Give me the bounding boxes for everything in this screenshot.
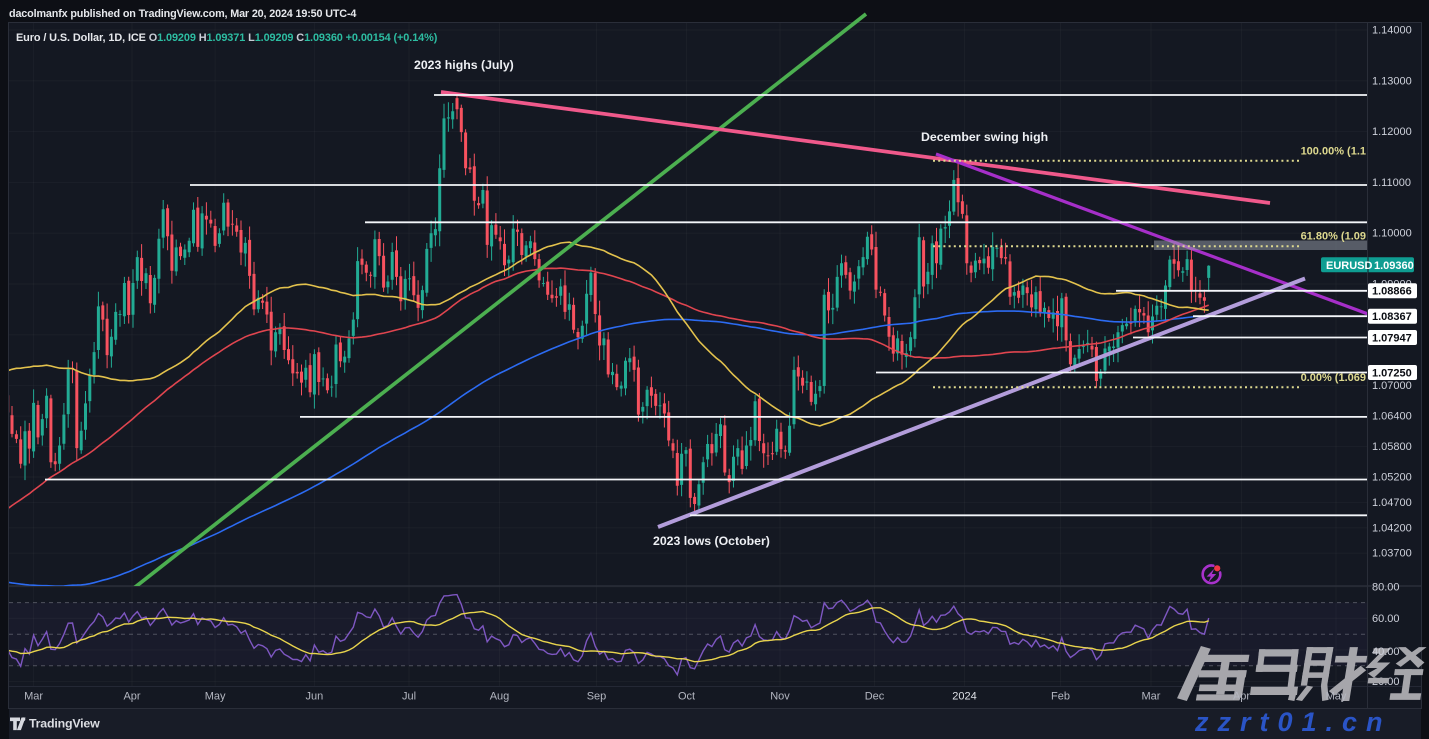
svg-text:Oct: Oct [678, 691, 695, 703]
svg-text:61.80% (1.09: 61.80% (1.09 [1301, 231, 1366, 243]
svg-text:1.11000: 1.11000 [1372, 177, 1411, 189]
svg-text:1.09360: 1.09360 [1374, 260, 1414, 272]
svg-text:1.08866: 1.08866 [1372, 286, 1412, 298]
svg-text:TradingView: TradingView [29, 717, 100, 731]
svg-text:2023 highs (July): 2023 highs (July) [414, 58, 514, 72]
svg-text:Jul: Jul [402, 691, 416, 703]
svg-text:Jun: Jun [306, 691, 324, 703]
svg-text:1.04700: 1.04700 [1372, 497, 1412, 509]
svg-text:1.03700: 1.03700 [1372, 548, 1412, 560]
svg-text:Dec: Dec [865, 691, 885, 703]
svg-text:Mar: Mar [1142, 691, 1161, 703]
svg-text:60.00: 60.00 [1372, 613, 1400, 625]
svg-text:Euro / U.S. Dollar, 1D, ICE O: Euro / U.S. Dollar, 1D, ICE O1.09209 H1.… [16, 32, 438, 44]
svg-text:Aug: Aug [490, 691, 510, 703]
svg-text:1.06400: 1.06400 [1372, 411, 1412, 423]
svg-text:80.00: 80.00 [1372, 581, 1400, 593]
svg-text:2023 lows (October): 2023 lows (October) [653, 534, 770, 548]
svg-text:100.00% (1.1: 100.00% (1.1 [1301, 145, 1366, 157]
svg-text:May: May [205, 691, 226, 703]
svg-text:0.00% (1.069: 0.00% (1.069 [1301, 372, 1366, 384]
svg-text:May: May [1326, 691, 1347, 703]
svg-text:1.07000: 1.07000 [1372, 380, 1412, 392]
svg-text:Mar: Mar [24, 691, 43, 703]
svg-text:1.04200: 1.04200 [1372, 522, 1412, 534]
svg-text:Feb: Feb [1051, 691, 1070, 703]
svg-text:December swing high: December swing high [921, 130, 1048, 144]
svg-text:2024: 2024 [952, 691, 976, 703]
svg-text:dacolmanfx published on Tradin: dacolmanfx published on TradingView.com,… [9, 8, 356, 20]
svg-text:1.05800: 1.05800 [1372, 441, 1412, 453]
svg-text:1.07250: 1.07250 [1372, 367, 1412, 379]
svg-text:1.05200: 1.05200 [1372, 472, 1412, 484]
svg-text:Apr: Apr [1233, 691, 1250, 703]
svg-text:Nov: Nov [770, 691, 790, 703]
svg-text:Sep: Sep [587, 691, 607, 703]
svg-text:EURUSD: EURUSD [1326, 260, 1373, 272]
svg-text:1.14000: 1.14000 [1372, 25, 1412, 37]
svg-text:zzrt01.cn: zzrt01.cn [1194, 707, 1392, 737]
svg-text:1.12000: 1.12000 [1372, 126, 1412, 138]
svg-text:1.10000: 1.10000 [1372, 228, 1412, 240]
svg-text:1.13000: 1.13000 [1372, 75, 1412, 87]
svg-text:1.08367: 1.08367 [1372, 311, 1412, 323]
svg-text:1.07947: 1.07947 [1372, 332, 1412, 344]
svg-text:40.00: 40.00 [1372, 646, 1400, 658]
svg-text:Apr: Apr [123, 691, 140, 703]
